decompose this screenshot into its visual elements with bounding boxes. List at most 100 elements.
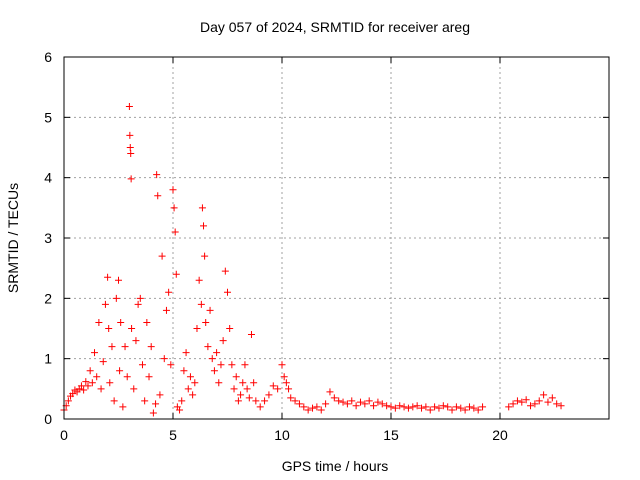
data-point: [64, 397, 72, 405]
grid: [64, 57, 609, 419]
x-axis-label: GPS time / hours: [282, 458, 389, 474]
data-point: [232, 373, 240, 381]
data-point: [123, 373, 131, 381]
data-point: [101, 300, 109, 308]
data-point: [265, 391, 273, 399]
data-point: [250, 379, 258, 387]
data-point: [239, 379, 247, 387]
data-point: [172, 270, 180, 278]
data-point: [400, 403, 408, 411]
data-point: [82, 378, 90, 386]
data-point: [93, 373, 101, 381]
data-point: [335, 397, 343, 405]
y-tick-label: 6: [44, 49, 52, 65]
x-tick-label: 10: [274, 427, 290, 443]
y-axis-label: SRMTID / TECUs: [5, 183, 21, 293]
data-point: [295, 400, 303, 408]
data-point: [304, 406, 312, 414]
data-point: [110, 397, 118, 405]
data-point: [200, 222, 208, 230]
data-point: [116, 367, 124, 375]
data-point: [147, 343, 155, 351]
data-point: [322, 400, 330, 408]
data-point: [461, 406, 469, 414]
axis-ticks: 0 5 10 15 20 0 1 2 3 4 5 6: [44, 49, 609, 443]
data-point: [202, 318, 210, 326]
data-point: [418, 404, 426, 412]
data-point: [201, 252, 209, 260]
data-point: [125, 102, 133, 110]
data-point: [126, 144, 134, 151]
data-point: [457, 404, 465, 412]
data-point: [149, 409, 157, 417]
data-point: [189, 391, 197, 399]
data-point: [156, 391, 164, 399]
data-point: [134, 300, 142, 308]
data-point: [158, 252, 166, 260]
data-point: [474, 406, 482, 414]
chart-title: Day 057 of 2024, SRMTID for receiver are…: [200, 19, 470, 35]
data-point: [505, 403, 513, 411]
data-point: [171, 228, 179, 236]
data-point: [228, 361, 236, 369]
data-point: [106, 379, 114, 387]
data-point: [176, 406, 184, 414]
y-tick-label: 4: [44, 170, 52, 186]
data-point: [291, 397, 299, 405]
data-point: [396, 402, 404, 410]
data-point: [143, 318, 151, 326]
data-point: [104, 273, 112, 281]
y-tick-label: 1: [44, 351, 52, 367]
data-point: [138, 361, 146, 369]
data-point: [169, 186, 177, 194]
data-point: [119, 403, 127, 411]
data-point: [77, 382, 85, 390]
data-point: [145, 373, 153, 381]
x-tick-label: 0: [60, 427, 68, 443]
y-tick-label: 5: [44, 109, 52, 125]
data-point: [261, 397, 269, 405]
data-point: [182, 349, 190, 357]
data-point: [117, 318, 125, 326]
data-point: [557, 402, 565, 410]
data-point: [444, 403, 452, 411]
data-point: [245, 394, 253, 402]
data-point: [535, 397, 543, 405]
data-point: [217, 361, 225, 369]
data-point: [383, 402, 391, 410]
data-point: [162, 306, 170, 314]
data-point: [112, 294, 120, 302]
data-point: [527, 402, 535, 410]
data-point: [540, 391, 548, 399]
data-point: [128, 325, 136, 332]
data-point: [184, 385, 192, 393]
data-point: [210, 367, 218, 375]
data-point: [108, 343, 116, 351]
data-point: [213, 349, 221, 357]
data-point: [452, 403, 460, 411]
data-point: [84, 382, 92, 390]
data-point: [361, 400, 369, 408]
data-point: [115, 276, 122, 284]
data-point: [513, 397, 521, 405]
data-point: [91, 349, 99, 357]
data-point: [531, 400, 539, 408]
data-point: [80, 386, 88, 394]
data-point: [154, 192, 162, 200]
data-point: [152, 400, 160, 408]
data-point: [234, 397, 242, 405]
data-point: [198, 204, 206, 212]
data-point: [88, 379, 96, 387]
data-point: [160, 355, 168, 363]
data-point: [178, 397, 186, 405]
data-point: [127, 175, 135, 183]
data-point: [518, 398, 526, 406]
data-point: [285, 385, 293, 393]
data-point: [548, 394, 556, 402]
data-point: [208, 355, 216, 363]
data-point: [278, 361, 286, 369]
data-point: [391, 404, 399, 412]
data-point: [365, 397, 373, 405]
data-point: [126, 131, 134, 139]
